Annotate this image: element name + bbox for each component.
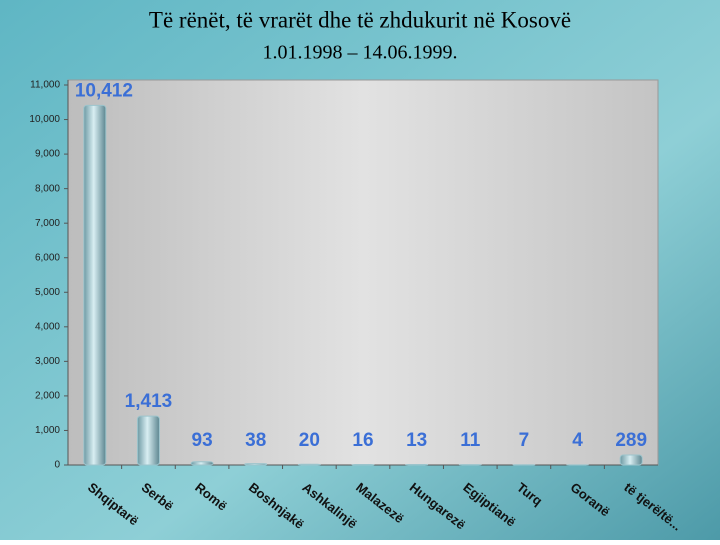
y-tick-label: 10,000 — [29, 114, 60, 125]
value-label: 38 — [245, 430, 266, 451]
y-tick-label: 8,000 — [35, 183, 60, 194]
bar — [191, 462, 213, 465]
bar — [352, 464, 374, 465]
bar — [84, 105, 106, 465]
y-tick-label: 7,000 — [35, 218, 60, 229]
value-label: 289 — [615, 430, 647, 451]
y-tick-label: 11,000 — [30, 80, 60, 91]
value-label: 13 — [406, 430, 427, 451]
y-tick-label: 2,000 — [35, 391, 60, 402]
bar — [137, 416, 159, 465]
value-label: 93 — [192, 430, 213, 451]
value-label: 1,413 — [125, 391, 173, 412]
value-label: 20 — [299, 430, 320, 451]
value-label: 4 — [572, 430, 583, 451]
bar — [245, 464, 267, 465]
bar — [298, 464, 320, 465]
y-tick-label: 4,000 — [35, 321, 60, 332]
value-label: 16 — [352, 430, 373, 451]
chart-subtitle: 1.01.1998 – 14.06.1999. — [263, 42, 458, 64]
bar — [620, 455, 642, 465]
y-tick-label: 5,000 — [35, 287, 60, 298]
y-tick-label: 9,000 — [35, 149, 60, 160]
chart-title: Të rënët, të vrarët dhe të zhdukurit në … — [149, 7, 571, 32]
value-label: 10,412 — [75, 80, 133, 101]
value-label: 11 — [460, 430, 481, 451]
value-label: 7 — [519, 430, 530, 451]
y-tick-label: 3,000 — [35, 356, 60, 367]
y-tick-label: 0 — [54, 460, 60, 471]
y-tick-label: 6,000 — [35, 252, 60, 263]
y-tick-label: 1,000 — [35, 425, 60, 436]
